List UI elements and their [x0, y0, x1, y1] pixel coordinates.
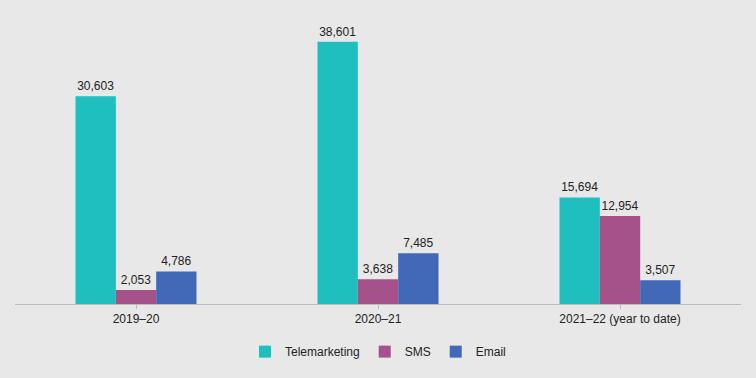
svg-text:12,954: 12,954 — [601, 199, 638, 213]
svg-text:7,485: 7,485 — [403, 236, 433, 250]
svg-text:3,507: 3,507 — [645, 263, 675, 277]
svg-text:Telemarketing: Telemarketing — [285, 345, 360, 359]
svg-text:38,601: 38,601 — [319, 25, 356, 39]
svg-text:2,053: 2,053 — [121, 273, 151, 287]
svg-text:Email: Email — [476, 345, 506, 359]
svg-text:15,694: 15,694 — [561, 180, 598, 194]
svg-text:2021–22 (year to date): 2021–22 (year to date) — [559, 312, 680, 326]
svg-text:4,786: 4,786 — [161, 254, 191, 268]
svg-text:2020–21: 2020–21 — [355, 312, 402, 326]
svg-text:3,638: 3,638 — [363, 262, 393, 276]
svg-text:SMS: SMS — [405, 345, 431, 359]
svg-text:30,603: 30,603 — [77, 79, 114, 93]
svg-text:2019–20: 2019–20 — [113, 312, 160, 326]
